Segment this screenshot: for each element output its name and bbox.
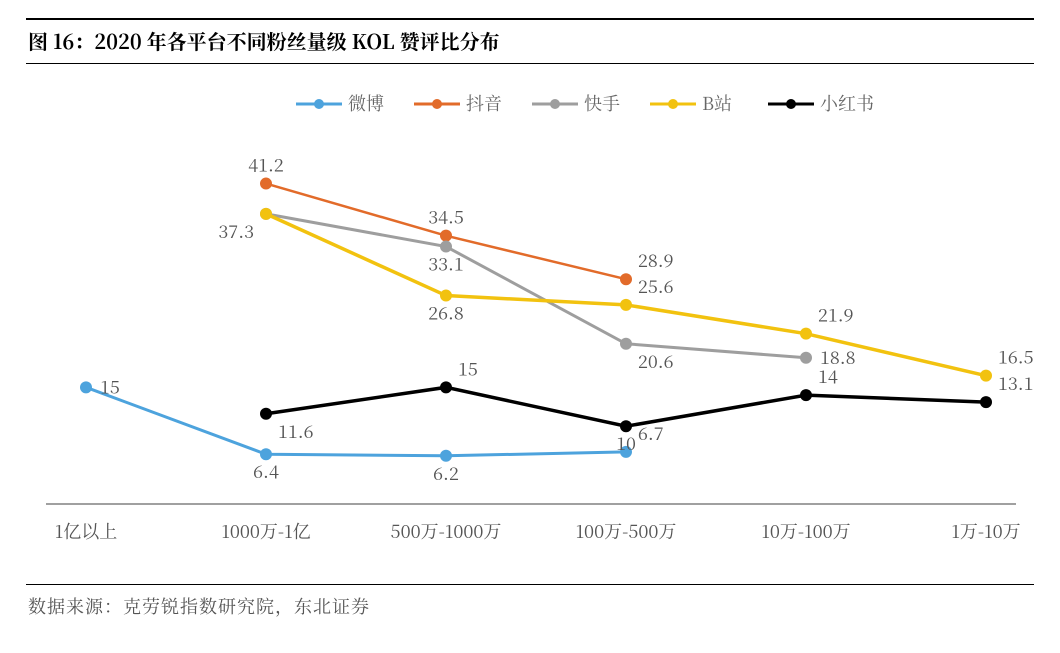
line-chart: 1亿以上 1000万-1亿 500万-1000万 100万-500万 10万-100万 1… — [26, 64, 1034, 584]
data-point — [620, 299, 632, 311]
x-tick-label: 10万-100万 — [761, 518, 850, 544]
legend-label: B站 — [702, 90, 732, 116]
data-label: 33.1 — [428, 251, 464, 277]
legend-label: 抖音 — [466, 90, 502, 116]
data-point — [620, 338, 632, 350]
data-point — [800, 352, 812, 364]
data-point — [260, 178, 272, 190]
data-label: 11.6 — [278, 418, 314, 444]
data-label: 15 — [458, 355, 478, 381]
legend-label: 小红书 — [820, 90, 874, 116]
data-point — [260, 208, 272, 220]
data-label: 13.1 — [998, 370, 1034, 396]
data-point — [980, 370, 992, 382]
data-point — [440, 381, 452, 393]
data-label: 14 — [818, 363, 838, 389]
data-point — [620, 273, 632, 285]
data-label: 15 — [100, 373, 120, 399]
data-label: 21.9 — [818, 302, 854, 328]
data-point — [260, 408, 272, 420]
data-point — [800, 328, 812, 340]
data-label: 28.9 — [638, 247, 674, 273]
legend-label: 快手 — [584, 90, 620, 116]
data-label: 16.5 — [998, 344, 1034, 370]
data-label: 37.3 — [218, 218, 254, 244]
data-label: 6.2 — [433, 460, 459, 486]
data-label: 20.6 — [638, 348, 674, 374]
data-label: 25.6 — [638, 273, 674, 299]
figure-title-bar: 图 16：2020 年各平台不同粉丝量级 KOL 赞评比分布 — [26, 18, 1034, 64]
x-tick-label: 1万-10万 — [951, 518, 1020, 544]
x-tick-label: 100万-500万 — [576, 518, 677, 544]
legend-label: 微博 — [348, 90, 384, 116]
x-tick-label: 1000万-1亿 — [221, 518, 310, 544]
data-label: 26.8 — [428, 300, 464, 326]
data-label: 41.2 — [248, 152, 284, 178]
x-tick-label: 500万-1000万 — [391, 518, 502, 544]
data-point — [800, 389, 812, 401]
data-label: 34.5 — [428, 204, 464, 230]
data-label: 6.4 — [253, 458, 279, 484]
series-line — [266, 214, 806, 358]
series-line — [86, 387, 626, 455]
series-line — [266, 214, 986, 376]
data-label: 10 — [616, 430, 636, 456]
x-tick-label: 1亿以上 — [55, 518, 117, 544]
data-point — [80, 381, 92, 393]
data-point — [440, 230, 452, 242]
chart-container: 1亿以上 1000万-1亿 500万-1000万 100万-500万 10万-100万 1… — [26, 64, 1034, 584]
data-source: 数据来源：克劳锐指数研究院，东北证券 — [26, 585, 1034, 619]
figure-title: 图 16：2020 年各平台不同粉丝量级 KOL 赞评比分布 — [28, 26, 500, 55]
data-point — [980, 396, 992, 408]
